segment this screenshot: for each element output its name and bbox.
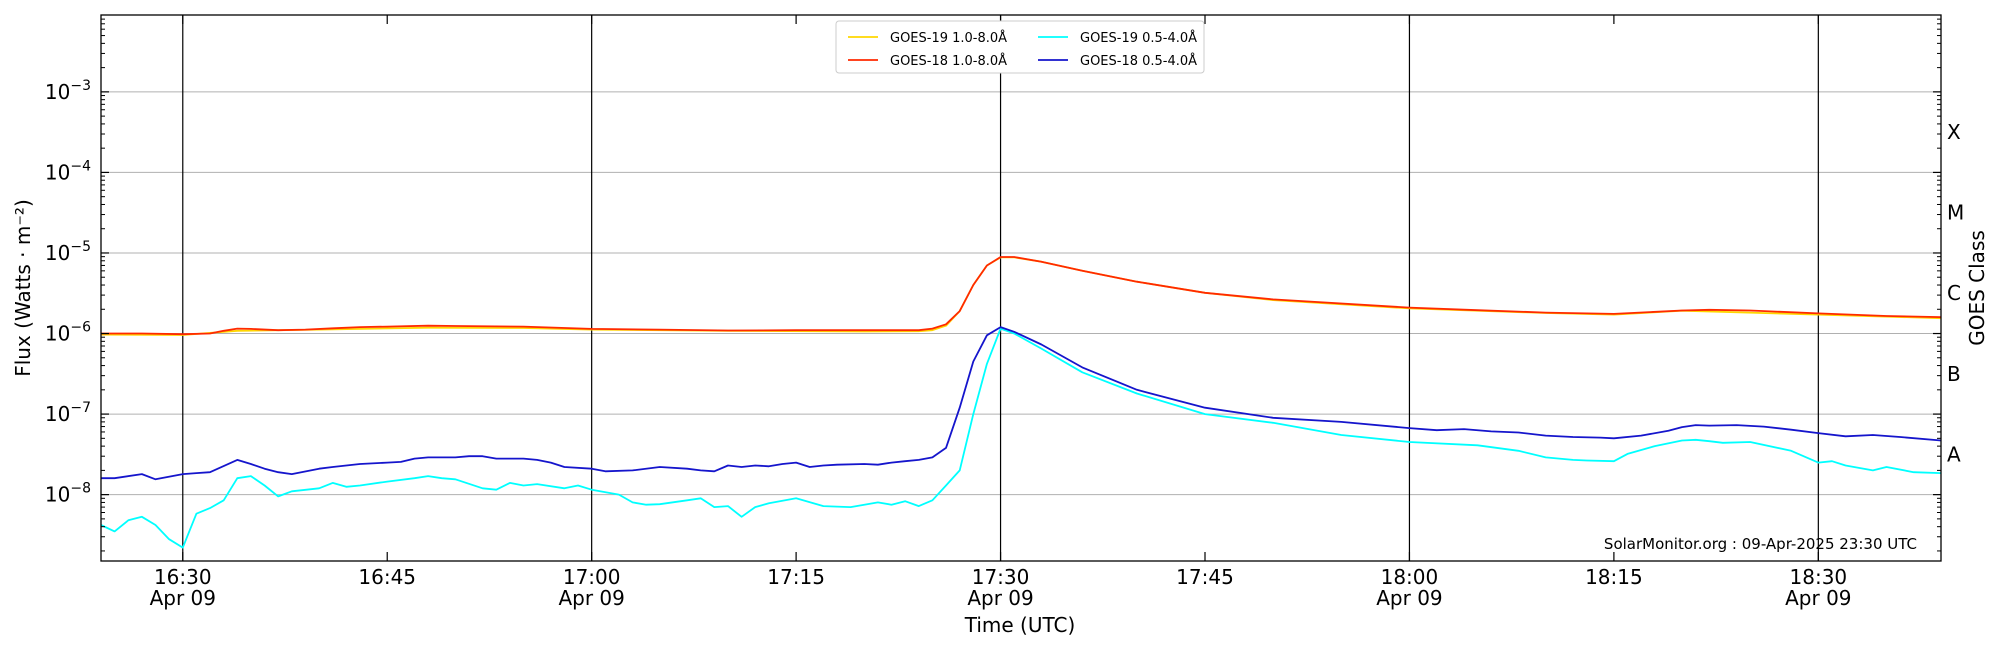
y-tick-label: 10−8 xyxy=(45,481,91,507)
series-line xyxy=(101,326,1942,481)
y-tick-label: 10−3 xyxy=(45,78,91,104)
y-axis-title: Flux (Watts · m⁻²) xyxy=(11,199,35,377)
goes-class-label: B xyxy=(1947,362,1961,386)
plot-frame xyxy=(100,14,1942,562)
x-tick-label: 18:30 xyxy=(1790,565,1848,589)
x-tick-date-label: Apr 09 xyxy=(558,586,624,610)
x-tick-label: 16:30 xyxy=(154,565,212,589)
x-tick-label: 17:45 xyxy=(1176,565,1234,589)
goes-class-label: M xyxy=(1947,201,1964,225)
x-axis-title: Time (UTC) xyxy=(964,613,1076,637)
legend-label: GOES-18 0.5-4.0Å xyxy=(1080,53,1197,69)
legend-box xyxy=(835,20,1205,74)
x-tick-label: 17:00 xyxy=(563,565,621,589)
goes-class-label: A xyxy=(1947,442,1961,466)
x-tick-label: 18:00 xyxy=(1381,565,1439,589)
x-tick-date-label: Apr 09 xyxy=(1785,586,1851,610)
x-tick-label: 18:15 xyxy=(1585,565,1643,589)
goes-class-label: X xyxy=(1947,120,1961,144)
x-tick-date-label: Apr 09 xyxy=(967,586,1033,610)
series-line xyxy=(100,327,1942,549)
series-lines xyxy=(100,256,1942,549)
y-tick-label: 10−6 xyxy=(45,320,91,346)
goes-class-label: C xyxy=(1947,281,1961,305)
legend-label: GOES-19 1.0-8.0Å xyxy=(890,30,1007,46)
legend: GOES-19 1.0-8.0Å GOES-18 1.0-8.0Å GOES-19 … xyxy=(835,20,1205,74)
legend-label: GOES-18 1.0-8.0Å xyxy=(890,53,1007,69)
y2-axis-title: GOES Class xyxy=(1965,230,1989,346)
source-annotation: SolarMonitor.org : 09-Apr-2025 23:30 UTC xyxy=(1604,535,1917,553)
y-tick-label: 10−5 xyxy=(45,239,91,265)
y-tick-label: 10−7 xyxy=(45,400,91,426)
grid-lines xyxy=(101,15,1941,561)
x-tick-label: 17:30 xyxy=(972,565,1030,589)
series-line xyxy=(101,256,1942,336)
x-tick-date-label: Apr 09 xyxy=(150,586,216,610)
x-tick-label: 17:15 xyxy=(767,565,825,589)
y-tick-label: 10−4 xyxy=(45,158,91,184)
x-tick-label: 16:45 xyxy=(358,565,416,589)
series-line xyxy=(100,256,1942,336)
legend-label: GOES-19 0.5-4.0Å xyxy=(1080,30,1197,46)
x-tick-date-label: Apr 09 xyxy=(1376,586,1442,610)
